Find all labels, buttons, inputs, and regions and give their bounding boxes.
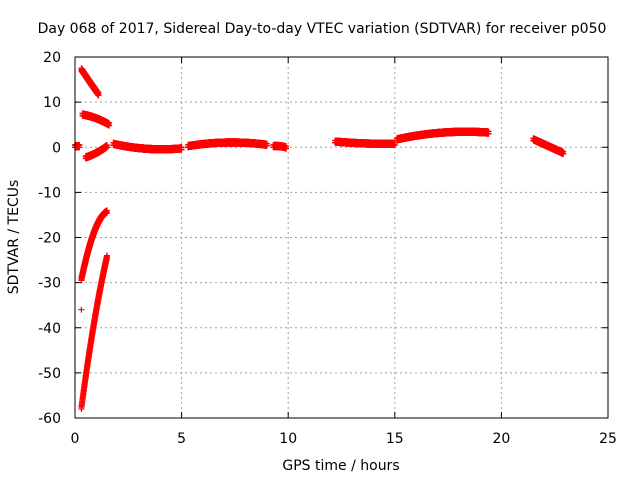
- x-axis-label: GPS time / hours: [282, 458, 399, 474]
- x-tick-label: 10: [279, 431, 297, 447]
- y-tick-label: 0: [52, 140, 61, 156]
- x-tick-label: 0: [71, 431, 80, 447]
- y-axis-label: SDTVAR / TECUs: [6, 180, 22, 295]
- data-point: [76, 141, 83, 148]
- data-point: [560, 148, 567, 155]
- y-tick-label: -30: [38, 276, 61, 292]
- grid-lines: [75, 57, 608, 418]
- y-tick-label: 10: [43, 95, 61, 111]
- y-tick-label: -20: [38, 231, 61, 247]
- data-point: [95, 90, 102, 97]
- data-point: [103, 252, 110, 259]
- y-tick-label: -40: [38, 321, 61, 337]
- chart-title: Day 068 of 2017, Sidereal Day-to-day VTE…: [38, 21, 607, 37]
- x-tick-label: 5: [177, 431, 186, 447]
- data-point: [103, 141, 110, 148]
- y-tick-label: 20: [43, 50, 61, 66]
- data-points: [72, 65, 567, 412]
- x-tick-label: 20: [492, 431, 510, 447]
- data-point: [106, 120, 113, 127]
- y-tick-label: -10: [38, 185, 61, 201]
- data-point: [78, 306, 85, 313]
- data-point: [178, 144, 185, 151]
- y-tick-label: -60: [38, 411, 61, 427]
- axis-ticks: 0 5 10 15 20 25 -60 -50 -40 -30 -20 -10 0 10 20: [38, 50, 617, 447]
- plot-frame: [74, 56, 609, 419]
- x-tick-label: 25: [599, 431, 617, 447]
- data-point: [263, 140, 270, 147]
- data-point: [283, 143, 290, 150]
- data-point: [485, 128, 492, 135]
- x-tick-label: 15: [386, 431, 404, 447]
- y-tick-label: -50: [38, 366, 61, 382]
- data-point: [103, 207, 110, 214]
